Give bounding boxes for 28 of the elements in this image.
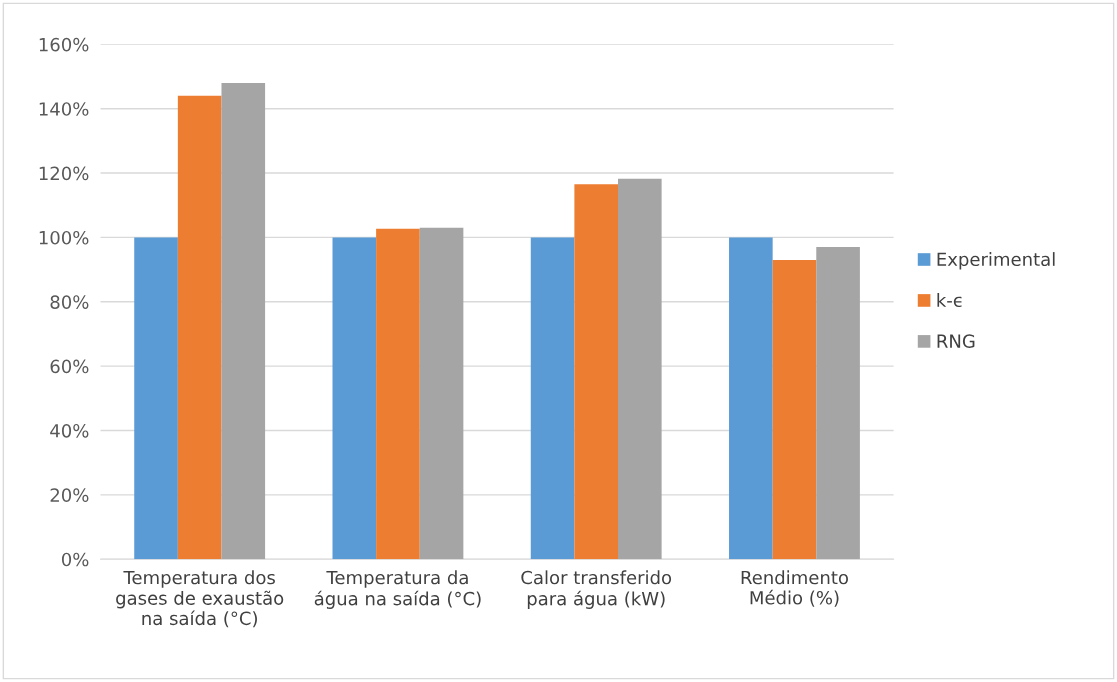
bar bbox=[618, 178, 662, 560]
x-tick-label: Rendimento Médio (%) bbox=[741, 570, 848, 607]
bar bbox=[376, 228, 420, 560]
bar bbox=[530, 237, 575, 560]
y-tick-label: 0% bbox=[61, 552, 89, 567]
bar bbox=[134, 237, 178, 560]
x-tick-label: Temperatura dos gases de exaustão na saída (°C) bbox=[116, 570, 284, 628]
bar bbox=[729, 237, 773, 560]
bar bbox=[574, 184, 619, 560]
bar bbox=[221, 82, 266, 560]
y-tick-label: 20% bbox=[50, 488, 89, 502]
y-tick-label: 100% bbox=[39, 230, 89, 245]
legend-label: k-ϵ bbox=[937, 293, 962, 308]
bar bbox=[419, 227, 464, 560]
legend-label: Experimental bbox=[937, 252, 1055, 270]
bar bbox=[772, 259, 817, 560]
y-tick-label: 120% bbox=[39, 166, 89, 181]
y-tick-label: 40% bbox=[50, 423, 89, 438]
bar bbox=[332, 237, 377, 560]
bar bbox=[177, 95, 222, 560]
y-tick-label: 160% bbox=[39, 37, 89, 52]
y-tick-label: 60% bbox=[50, 359, 89, 374]
bar bbox=[816, 247, 860, 560]
y-tick-label: 140% bbox=[39, 102, 89, 116]
x-tick-label: Temperatura da água na saída (°C) bbox=[314, 570, 481, 609]
y-tick-label: 80% bbox=[50, 295, 89, 309]
legend-label: RNG bbox=[937, 334, 975, 348]
x-tick-label: Calor transferido para água (kW) bbox=[521, 570, 672, 609]
